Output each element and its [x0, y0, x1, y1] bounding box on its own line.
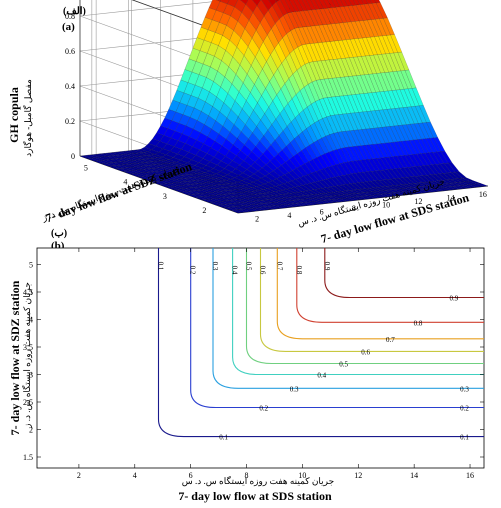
x-tick-label: 14: [447, 193, 455, 202]
contour-line: [232, 248, 484, 376]
y-tick-label: 5: [29, 261, 33, 270]
contour-label: 0.1: [219, 434, 228, 442]
contour-label: 0.7: [386, 336, 395, 344]
y-tick-label: 2: [29, 426, 33, 435]
y-tick-label: 2.5: [23, 398, 33, 407]
contour-label: 0.5: [245, 262, 253, 271]
z-axis-label: GH copula: [7, 87, 21, 143]
contour-line: [245, 248, 484, 365]
z-tick-label: 0: [71, 152, 75, 161]
x-tick-label: 10: [298, 471, 306, 480]
contour-line: [296, 248, 484, 323]
contour-label: 0.3: [460, 385, 469, 393]
contour-label: 0.7: [275, 262, 283, 271]
contour-lines: [157, 248, 484, 438]
x-tick-label: 16: [466, 471, 474, 480]
contour-label: 0.5: [339, 361, 348, 369]
x-tick-label: 16: [479, 190, 487, 199]
contour-label: 0.9: [323, 262, 331, 271]
y-tick-label: 1.5: [23, 453, 33, 462]
y-tick-label: 5: [84, 163, 88, 172]
contour-x-axis-label-fa: جریان کمینه هفت روزه ایستگاه س. د. س: [182, 475, 334, 487]
contour-label: 0.2: [259, 405, 268, 413]
contour-panel: (ب) (b) 0.10.1 0.10.20.2 0.20.30.3 0.30.40.…: [8, 228, 485, 503]
contour-label: 0.1: [460, 434, 469, 442]
x-tick-label: 6: [320, 207, 324, 216]
grid-line: [79, 0, 231, 17]
contour-x-axis-label: 7- day low flow at SDS station: [178, 489, 332, 503]
panel-a-label: (a): [62, 21, 75, 33]
contour-label: 0.6: [361, 348, 370, 356]
contour-label: 0.3: [211, 262, 219, 271]
contour-label: 0.4: [231, 266, 239, 275]
contour-line: [276, 248, 484, 340]
contour-label: 0.9: [450, 295, 459, 303]
x-tick-label: 8: [245, 471, 249, 480]
x-tick-label: 12: [354, 471, 362, 480]
x-tick-label: 4: [287, 211, 291, 220]
z-axis-label-fa: مفصل گامبل- هوگارد: [22, 79, 34, 157]
z-tick-label: 0.8: [65, 12, 75, 21]
surface-facet: [216, 0, 221, 2]
contour-line: [190, 248, 484, 409]
contour-y-axis-label-fa: جریان کمینه هفت روزه ایستگاه س. د. ز: [21, 282, 33, 429]
contour-tick-labels: 2 4 6 8 10 12 14 16 1.5 2 2.5 3 3.5 4 4.5 5: [23, 248, 484, 480]
contour-line: [259, 248, 484, 352]
surface-facet: [240, 0, 249, 5]
contour-label: 0.4: [317, 372, 326, 380]
x-tick-label: 2: [77, 471, 81, 480]
x-tick-label: 4: [133, 471, 137, 480]
y-tick-label: 2: [202, 206, 206, 215]
z-tick-label: 0.2: [65, 117, 75, 126]
x-tick-label: 12: [414, 197, 422, 206]
z-tick-label: 0.6: [65, 47, 75, 56]
x-tick-label: 2: [255, 214, 259, 223]
y-tick-label: 4.5: [23, 288, 33, 297]
contour-label: 0.8: [414, 319, 423, 327]
x-tick-label: 10: [382, 200, 390, 209]
surface-facet: [220, 0, 230, 5]
contour-label: 0.6: [259, 266, 267, 275]
surface-facet: [476, 183, 489, 187]
y-tick-label: 4: [123, 178, 127, 187]
y-tick-label: 3: [163, 192, 167, 201]
surface-tick-labels: 00.20.40.60.812468101214162345: [65, 12, 487, 223]
panel-b-label-fa: (ب): [51, 228, 67, 239]
contour-label: 0.2: [189, 266, 197, 275]
contour-line: [324, 248, 484, 299]
contour-label: 0.2: [460, 405, 469, 413]
panel-a-label-fa: (الف): [63, 6, 86, 17]
x-tick-label: 8: [352, 204, 356, 213]
y-tick-label: 3.5: [23, 343, 33, 352]
surface-mesh: [79, 0, 489, 214]
y-tick-label: 4: [29, 316, 33, 325]
contour-y-axis-label: 7- day low flow at SDZ station: [8, 280, 22, 435]
x-tick-label: 14: [410, 471, 418, 480]
contour-label: 0.3: [290, 385, 299, 393]
contour-line: [157, 248, 484, 438]
contour-labels: 0.1 0.1 0.1 0.2 0.2 0.2 0.3 0.3 0.3 0.4 0.4 0.5 0.5 0…: [157, 262, 470, 442]
contour-label: 0.1: [157, 262, 165, 271]
contour-label: 0.8: [295, 266, 303, 275]
contour-line: [212, 248, 484, 389]
x-tick-label: 6: [189, 471, 193, 480]
surface-y-axis-label-fa: جریان کمینه هفت روزه ایستگاه س. د. ز: [39, 163, 181, 224]
y-tick-label: 3: [29, 371, 33, 380]
surface-panel: (الف) (a) 00.20.40.60.812468101214162345…: [7, 0, 489, 246]
z-tick-label: 0.4: [65, 82, 75, 91]
